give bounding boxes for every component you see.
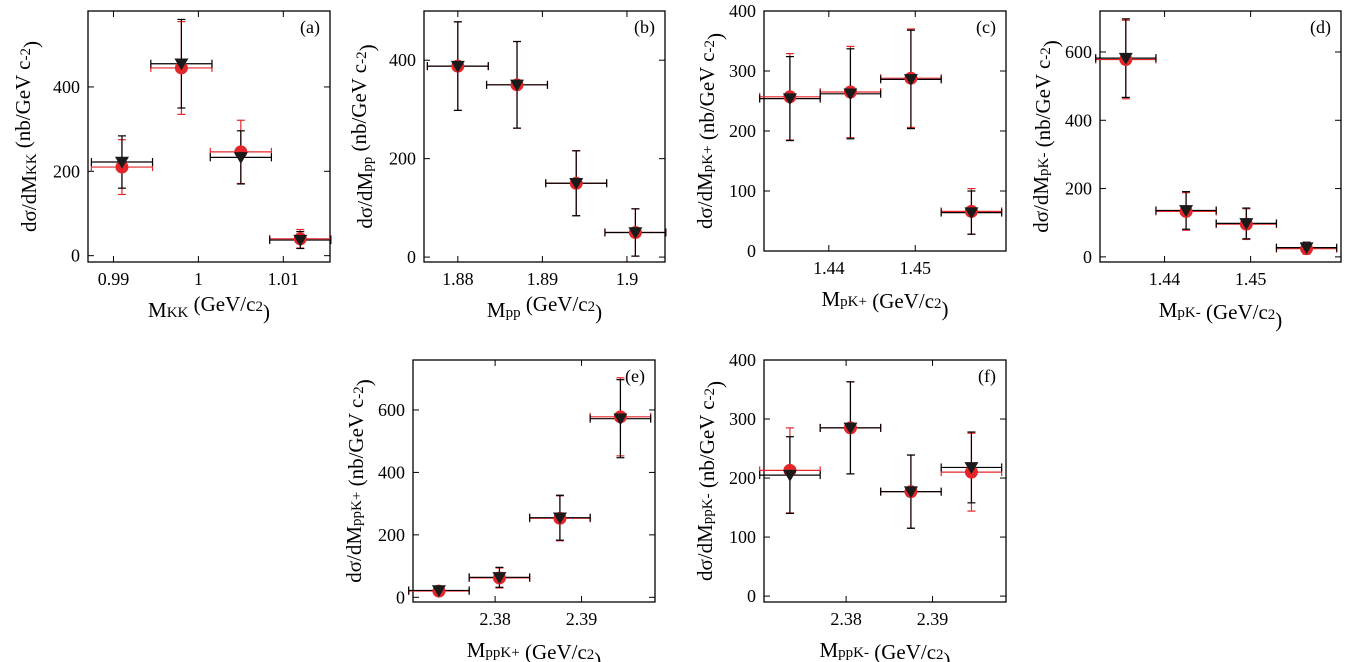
- x-tick-label: 1.44: [813, 258, 845, 278]
- data-point-triangle: [783, 470, 797, 482]
- y-axis-title: dσ/dMppK+​​ (nb/GeV c-2​): [342, 379, 376, 583]
- y-tick-label: 400: [378, 462, 405, 482]
- x-axis-title: MppK-​​ (GeV/c2​): [819, 638, 950, 662]
- y-tick-label: 100: [729, 527, 756, 547]
- y-axis-title: dσ/dMpK+​​ (nb/GeV c-2​): [693, 33, 727, 229]
- plot-frame: [424, 11, 665, 262]
- panel-label: (d): [1310, 17, 1331, 38]
- y-axis-title: dσ/dMpK-​​ (nb/GeV c-2​): [1029, 40, 1063, 233]
- y-tick-label: 400: [53, 77, 80, 97]
- y-axis-title: dσ/dMpp​ (nb/GeV c-2​): [347, 44, 379, 228]
- y-tick-label: 400: [389, 50, 416, 70]
- panel-d: 1.44 1.45 0 200 400 600 (d) MpK-​​ (GeV/c2​) dσ/…: [1029, 11, 1341, 332]
- panel-label: (c): [976, 17, 996, 38]
- panel-label: (f): [978, 366, 996, 387]
- x-axis-title: MpK-​​ (GeV/c2​): [1159, 298, 1283, 332]
- x-tick-label: 1.44: [1149, 269, 1181, 289]
- x-tick-label: 2.39: [917, 609, 949, 629]
- y-axis-title: dσ/dMppK-​​ (nb/GeV c-2​): [693, 381, 727, 581]
- x-tick-label: 1.89: [527, 269, 559, 289]
- y-tick-label: 200: [1065, 179, 1092, 199]
- y-tick-label: 0: [747, 586, 756, 606]
- x-axis-title: MpK+​​ (GeV/c2​): [821, 287, 948, 321]
- x-axis-title: MKK​ (GeV/c2​): [148, 292, 270, 324]
- x-axis-title: Mpp​ (GeV/c2​): [487, 292, 602, 324]
- panel-c: 1.44 1.45 0 100 200 300 400 (c) MpK+​​ (GeV/c2​)…: [693, 1, 1006, 321]
- plot-frame: [88, 11, 330, 262]
- y-tick-label: 200: [53, 161, 80, 181]
- y-tick-label: 400: [729, 350, 756, 370]
- x-tick-label: 1.45: [1235, 269, 1267, 289]
- y-tick-label: 0: [407, 247, 416, 267]
- panel-e: 2.38 2.39 0 200 400 600 (e) MppK+​​ (GeV/c2​) dσ…: [342, 360, 655, 662]
- y-tick-label: 200: [729, 468, 756, 488]
- y-tick-label: 400: [729, 1, 756, 21]
- y-tick-label: 200: [378, 525, 405, 545]
- x-tick-label: 1.9: [616, 269, 639, 289]
- y-tick-label: 200: [729, 121, 756, 141]
- y-tick-label: 100: [729, 181, 756, 201]
- panel-b: 1.88 1.89 1.9 0 200 400 (b) Mpp​ (GeV/c2​) dσ/dM…: [347, 11, 666, 324]
- x-tick-label: 2.39: [566, 609, 598, 629]
- y-axis-title: dσ/dMKK​ (nb/GeV c-2​): [11, 41, 43, 232]
- y-tick-label: 600: [1065, 42, 1092, 62]
- y-tick-label: 0: [396, 587, 405, 607]
- y-tick-label: 0: [1083, 247, 1092, 267]
- y-tick-label: 300: [729, 61, 756, 81]
- x-tick-label: 2.38: [479, 609, 511, 629]
- y-tick-label: 0: [747, 241, 756, 261]
- y-tick-label: 600: [378, 400, 405, 420]
- x-tick-label: 1.45: [900, 258, 932, 278]
- x-tick-label: 1.88: [442, 269, 474, 289]
- x-tick-label: 2.38: [830, 609, 862, 629]
- y-tick-label: 300: [729, 409, 756, 429]
- panel-a: 0.99 1 1.01 0 200 400 (a) MKK​ (GeV/c2​) dσ/dMKK…: [11, 11, 331, 324]
- x-tick-label: 1.01: [268, 269, 300, 289]
- plot-frame: [764, 360, 1006, 602]
- panel-label: (b): [634, 17, 655, 38]
- y-tick-label: 400: [1065, 110, 1092, 130]
- data-point-triangle: [234, 152, 248, 164]
- panel-label: (a): [300, 17, 320, 38]
- x-axis-title: MppK+​​ (GeV/c2​): [467, 638, 602, 662]
- y-tick-label: 0: [71, 246, 80, 266]
- panel-label: (e): [625, 366, 645, 387]
- plot-frame: [413, 360, 655, 602]
- x-tick-label: 0.99: [98, 269, 130, 289]
- y-tick-label: 200: [389, 149, 416, 169]
- x-tick-label: 1: [194, 269, 203, 289]
- panel-f: 2.38 2.39 0 100 200 300 400 (f) MppK-​​ (GeV/c2​…: [693, 350, 1006, 662]
